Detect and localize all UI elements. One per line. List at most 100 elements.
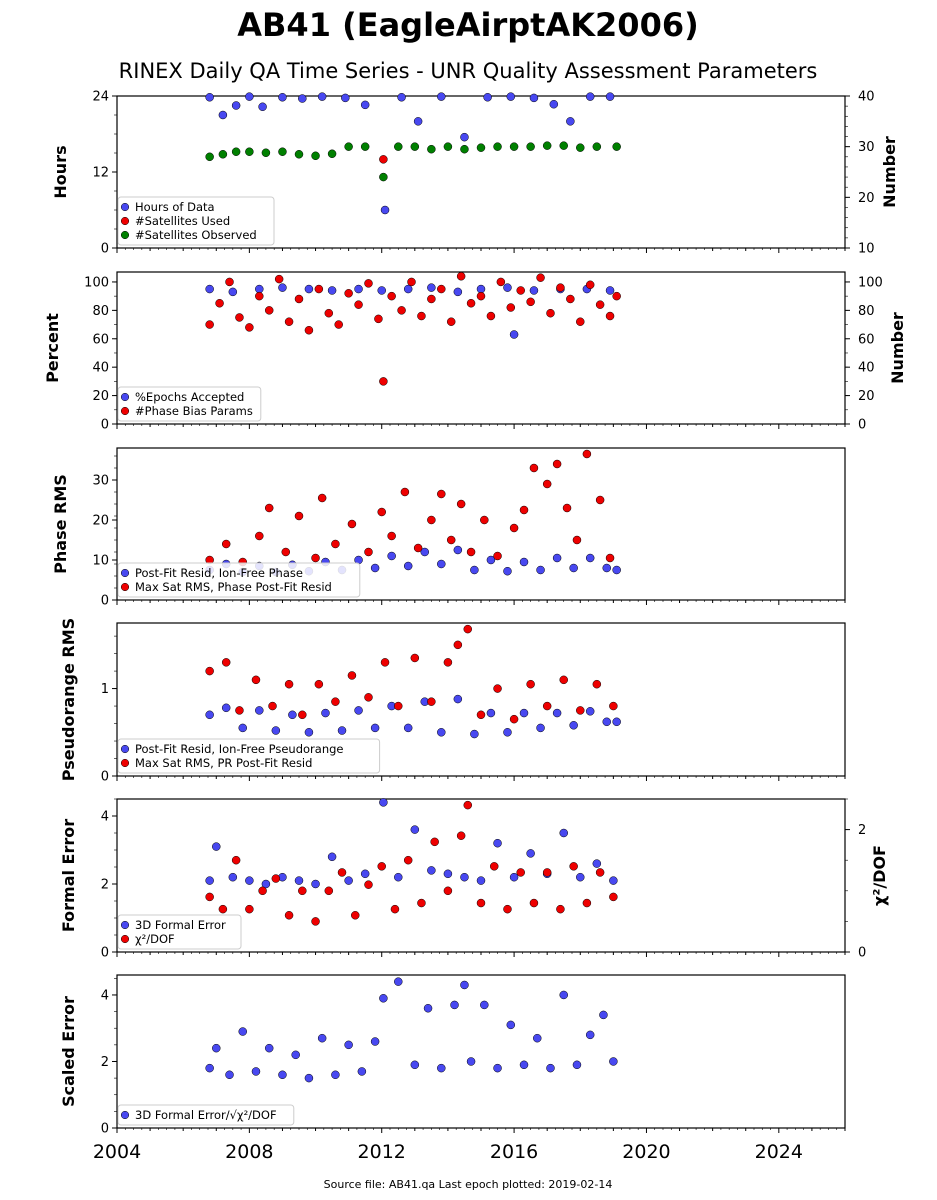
data-point xyxy=(493,684,502,693)
data-point xyxy=(536,565,545,575)
legend-label: 3D Formal Error xyxy=(135,918,226,932)
data-point xyxy=(493,838,502,848)
data-point xyxy=(576,872,585,882)
data-point xyxy=(364,693,373,702)
data-point xyxy=(549,99,559,109)
data-point xyxy=(509,523,519,533)
legend-label: Post-Fit Resid, Ion-Free Pseudorange xyxy=(135,742,343,756)
data-point xyxy=(552,553,562,563)
data-point xyxy=(443,869,453,879)
legend-label: Max Sat RMS, Phase Post-Fit Resid xyxy=(135,580,332,594)
data-point xyxy=(566,117,575,126)
data-point xyxy=(327,852,337,862)
data-point xyxy=(605,553,615,563)
y-tick-label: 60 xyxy=(92,332,109,347)
data-point xyxy=(509,142,519,151)
data-point xyxy=(374,314,383,324)
data-point xyxy=(281,547,291,557)
data-point xyxy=(496,277,506,287)
data-point xyxy=(377,507,386,517)
data-point xyxy=(314,679,324,689)
y-axis-label: Formal Error xyxy=(59,819,78,932)
legend-marker xyxy=(120,406,130,416)
data-point xyxy=(476,143,486,152)
data-point xyxy=(347,671,357,680)
data-point xyxy=(585,707,595,716)
y-tick-label: 0 xyxy=(101,946,109,961)
legend-frame xyxy=(117,196,275,246)
data-point xyxy=(569,862,578,871)
legend-label: 3D Formal Error/√χ²/DOF xyxy=(135,1108,277,1122)
legend-frame xyxy=(117,386,262,422)
data-point xyxy=(205,666,214,676)
data-point xyxy=(430,837,439,847)
legend-marker xyxy=(120,1110,130,1120)
data-point xyxy=(602,717,611,727)
data-point xyxy=(612,291,621,301)
data-point xyxy=(556,904,565,914)
data-point xyxy=(221,539,231,549)
data-point xyxy=(360,869,370,879)
data-point xyxy=(317,493,327,503)
data-point xyxy=(585,280,595,290)
legend-marker xyxy=(120,582,130,592)
y2-tick-label: 80 xyxy=(858,304,875,319)
data-point xyxy=(387,531,396,541)
y-tick-label: 1 xyxy=(101,682,109,697)
figure-title: AB41 (EagleAirptAK2006) xyxy=(237,6,698,44)
data-point xyxy=(387,551,396,561)
data-point xyxy=(582,898,592,908)
data-point xyxy=(298,94,307,103)
data-point xyxy=(347,519,357,529)
data-point xyxy=(331,539,340,549)
legend-marker xyxy=(120,202,130,212)
data-point xyxy=(410,142,420,151)
y-tick-label: 0 xyxy=(101,242,109,257)
series-2 xyxy=(205,449,615,567)
data-point xyxy=(377,862,386,871)
data-point xyxy=(529,463,539,473)
data-point xyxy=(569,563,578,573)
data-point xyxy=(351,911,360,920)
data-point xyxy=(466,299,476,308)
data-point xyxy=(536,723,545,733)
data-point xyxy=(417,311,426,321)
panel-4: 0 1 Pseudorange RMS Post-Fit Resid, Ion-Fre… xyxy=(59,618,846,785)
legend-label: #Satellites Observed xyxy=(135,228,257,242)
y-tick-label: 2 xyxy=(101,1055,109,1070)
data-point xyxy=(331,1070,340,1080)
y2-tick-label: 2 xyxy=(858,823,866,838)
legend-marker xyxy=(120,568,130,578)
x-tick-label: 2012 xyxy=(358,1141,406,1163)
data-point xyxy=(493,142,502,151)
data-point xyxy=(476,284,486,294)
data-point xyxy=(278,1070,287,1080)
series-2 xyxy=(205,624,618,724)
data-point xyxy=(331,697,340,706)
data-point xyxy=(225,277,234,287)
data-point xyxy=(437,559,446,569)
y-tick-label: 100 xyxy=(84,275,109,290)
series-1 xyxy=(205,977,618,1083)
data-point xyxy=(410,653,420,663)
data-point xyxy=(218,904,228,914)
y-tick-label: 10 xyxy=(92,554,109,569)
data-point xyxy=(592,679,602,689)
y-tick-label: 2 xyxy=(101,878,109,893)
data-point xyxy=(410,1060,420,1070)
y2-tick-label: 100 xyxy=(858,275,883,290)
legend-label: Max Sat RMS, PR Post-Fit Resid xyxy=(135,756,312,770)
x-tick-label: 2020 xyxy=(622,1141,670,1163)
data-point xyxy=(344,142,353,151)
data-point xyxy=(542,479,552,489)
data-point xyxy=(526,142,535,151)
data-point xyxy=(255,531,264,541)
data-point xyxy=(235,706,244,715)
y-axis-label: Phase RMS xyxy=(51,474,70,574)
legend-label: #Phase Bias Params xyxy=(135,404,253,418)
data-point xyxy=(612,717,621,727)
data-point xyxy=(274,274,284,284)
y-tick-label: 4 xyxy=(101,810,109,825)
data-point xyxy=(493,1063,502,1073)
